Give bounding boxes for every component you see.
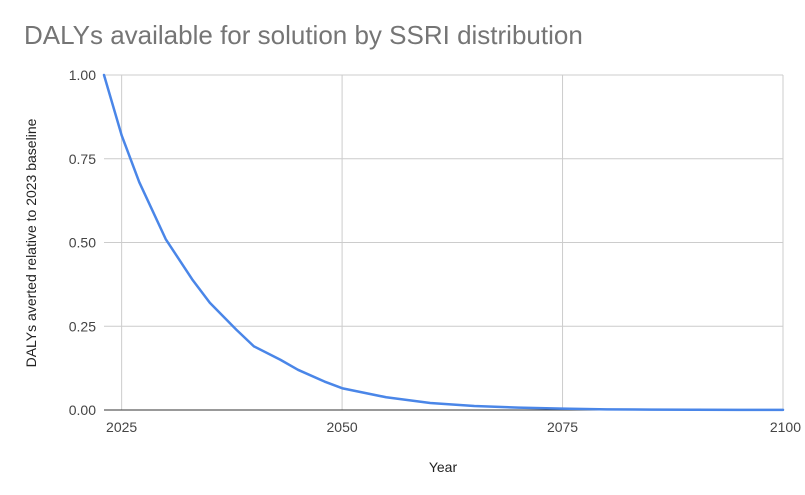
- series-line-0: [102, 73, 785, 412]
- x-tick-label: 2025: [106, 419, 137, 435]
- x-axis-title: Year: [429, 459, 458, 475]
- y-tick-label: 0.25: [69, 318, 96, 334]
- y-tick-label: 1.00: [69, 67, 96, 83]
- y-tick-label: 0.75: [69, 151, 96, 167]
- x-tick-label: 2050: [327, 419, 358, 435]
- y-tick-label: 0.00: [69, 402, 96, 418]
- y-tick-label: 0.50: [69, 235, 96, 251]
- grid: [104, 74, 784, 410]
- tick-labels: 0.00 0.25 0.50 0.75 1.00 2025 2050 2075 2100: [69, 67, 801, 435]
- y-axis-title: DALYs averted relative to 2023 baseline: [23, 118, 39, 367]
- series-layer: [102, 73, 785, 412]
- x-tick-label: 2075: [547, 419, 578, 435]
- x-tick-label: 2100: [770, 419, 801, 435]
- chart-title: DALYs available for solution by SSRI dis…: [24, 20, 583, 50]
